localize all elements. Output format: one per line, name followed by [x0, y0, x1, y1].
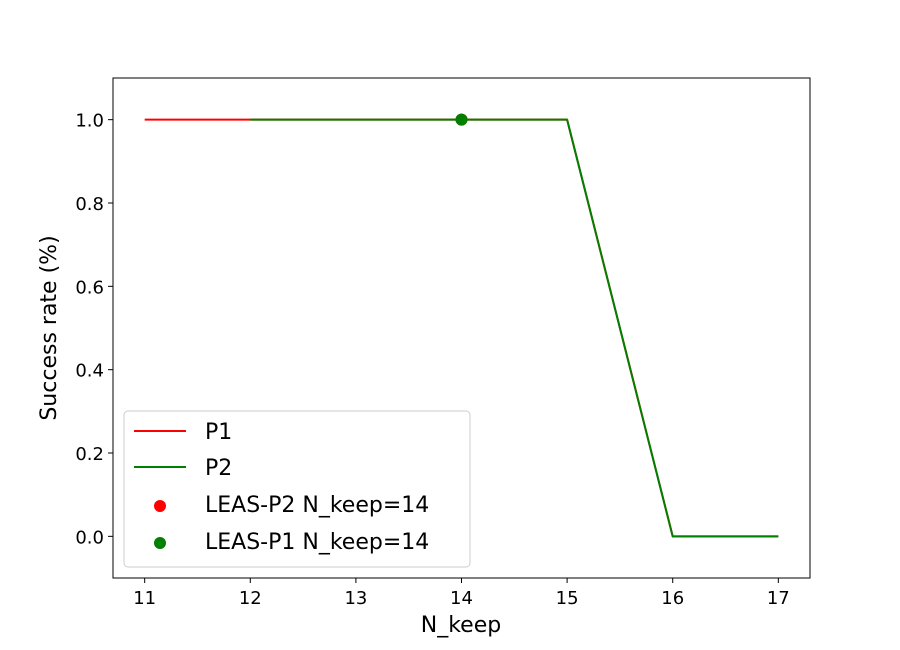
marker-layer — [455, 113, 468, 126]
legend-swatch-leas-p2 — [154, 500, 166, 512]
y-tick-label: 0.8 — [75, 194, 104, 215]
y-tick-label: 0.4 — [75, 361, 104, 382]
scatter-point-leas-p1-n-keep-14 — [455, 113, 468, 126]
x-tick-label: 16 — [661, 588, 684, 609]
y-tick-label: 0.6 — [75, 277, 104, 298]
legend-label-leas-p2: LEAS-P2 N_keep=14 — [205, 493, 429, 518]
legend-label-p2: P2 — [205, 456, 232, 481]
series-line-p2 — [250, 118, 779, 538]
legend-frame — [123, 410, 471, 568]
y-tick-label: 1.0 — [75, 111, 104, 132]
x-tick-label: 11 — [133, 588, 156, 609]
y-axis-label: Success rate (%) — [37, 235, 62, 420]
x-tick-label: 12 — [239, 588, 262, 609]
x-tick-label: 17 — [767, 588, 790, 609]
x-tick-label: 15 — [556, 588, 579, 609]
y-tick-label: 0.2 — [75, 444, 104, 465]
x-tick-label: 14 — [450, 588, 473, 609]
x-axis-ticks: 11 12 13 14 15 16 17 — [133, 578, 790, 609]
legend-swatch-leas-p1 — [154, 537, 166, 549]
legend-label-p1: P1 — [205, 420, 232, 445]
x-tick-label: 13 — [344, 588, 367, 609]
y-axis-ticks: 0.0 0.2 0.4 0.6 0.8 1.0 — [75, 111, 113, 548]
legend: P1 P2 LEAS-P2 N_keep=14 LEAS-P1 N_keep=1… — [123, 410, 471, 568]
y-tick-label: 0.0 — [75, 527, 104, 548]
legend-label-leas-p1: LEAS-P1 N_keep=14 — [205, 530, 429, 555]
x-axis-label: N_keep — [421, 613, 501, 638]
